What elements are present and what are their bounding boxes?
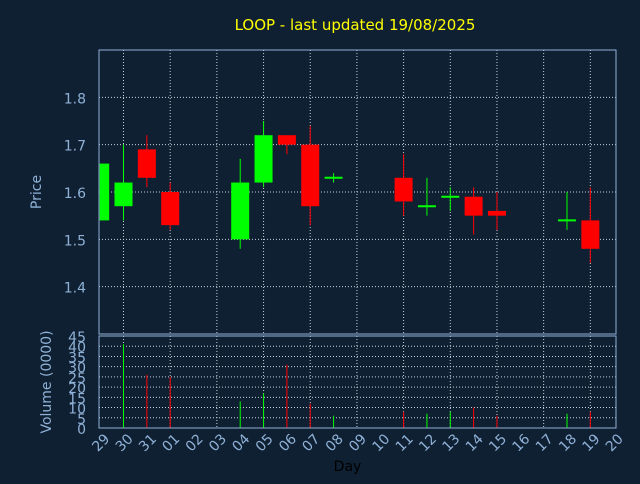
x-tick-label: 02 <box>183 431 207 455</box>
volume-tick-label: 35 <box>68 350 86 366</box>
x-tick-label: 06 <box>276 431 300 455</box>
x-tick-label: 17 <box>533 431 557 455</box>
x-tick-label: 07 <box>299 431 323 455</box>
candle-15 <box>487 192 506 230</box>
x-tick-label: 11 <box>393 431 417 455</box>
candle-body <box>254 135 273 183</box>
volume-axis-label: Volume (0000) <box>39 330 55 433</box>
candle-18 <box>557 192 576 230</box>
candle-body <box>487 210 506 216</box>
volume-panel-frame <box>98 335 617 429</box>
candle-07 <box>301 125 320 226</box>
price-axis-ticks: 1.4 1.5 1.6 1.7 1.8 <box>64 91 86 296</box>
x-tick-label: 12 <box>416 431 440 455</box>
x-tick-label: 16 <box>510 431 534 455</box>
price-tick-label: 1.7 <box>64 139 86 155</box>
x-tick-label: 01 <box>159 431 183 455</box>
candle-01 <box>161 182 180 230</box>
volume-grid <box>99 335 616 429</box>
candle-body <box>137 149 156 178</box>
candle-04 <box>231 158 250 249</box>
x-tick-label: 31 <box>136 431 160 455</box>
x-tick-label: 09 <box>346 431 370 455</box>
candle-05 <box>254 121 273 188</box>
volume-tick-label: 10 <box>68 402 86 418</box>
candle-body <box>581 220 600 249</box>
candle-19 <box>581 187 600 263</box>
candles <box>99 121 600 263</box>
candle-12 <box>417 177 436 216</box>
candle-11 <box>394 154 413 216</box>
candle-body <box>100 163 110 221</box>
candle-body <box>114 182 133 207</box>
price-tick-label: 1.4 <box>64 281 86 297</box>
price-tick-label: 1.6 <box>64 186 86 202</box>
candle-08 <box>324 173 343 183</box>
candle-body <box>277 135 296 145</box>
x-tick-label: 19 <box>580 431 604 455</box>
x-tick-label: 30 <box>113 431 137 455</box>
candle-body <box>394 177 413 202</box>
candle-body <box>301 144 320 207</box>
x-tick-label: 18 <box>556 431 580 455</box>
price-tick-label: 1.5 <box>64 233 86 249</box>
candle-31 <box>137 135 156 188</box>
volume-tick-label: 45 <box>68 330 86 346</box>
candle-30 <box>114 144 133 221</box>
x-tick-label: 14 <box>463 431 487 455</box>
x-axis-label: Day <box>334 459 362 475</box>
candle-06 <box>277 135 296 155</box>
x-tick-label: 15 <box>486 431 510 455</box>
x-tick-label: 20 <box>603 431 627 455</box>
volume-tick-label: 40 <box>68 340 86 356</box>
x-axis-ticks: 29 30 31 01 02 03 04 05 06 07 08 09 10 11 12 13 14 15 16 17… <box>89 431 626 455</box>
candle-13 <box>441 187 460 211</box>
price-axis-label: Price <box>29 175 45 209</box>
x-tick-label: 10 <box>369 431 393 455</box>
candle-14 <box>464 187 483 235</box>
x-tick-label: 03 <box>206 431 230 455</box>
volume-bars <box>123 344 591 428</box>
price-panel-frame <box>98 49 617 335</box>
volume-tick-label: 25 <box>68 371 86 387</box>
candle-body <box>231 182 250 240</box>
volume-tick-label: 0 <box>77 422 86 438</box>
x-tick-label: 08 <box>323 431 347 455</box>
volume-tick-label: 5 <box>77 412 86 428</box>
candle-body <box>464 196 483 216</box>
volume-tick-label: 15 <box>68 391 86 407</box>
x-tick-label: 29 <box>89 431 113 455</box>
price-tick-label: 1.8 <box>64 91 86 107</box>
volume-tick-label: 30 <box>68 361 86 377</box>
x-tick-label: 05 <box>253 431 277 455</box>
candle-29 <box>99 163 110 221</box>
chart-title: LOOP - last updated 19/08/2025 <box>235 16 476 34</box>
x-tick-label: 13 <box>439 431 463 455</box>
x-tick-label: 04 <box>229 431 253 455</box>
candle-body <box>161 192 180 226</box>
volume-tick-label: 20 <box>68 381 86 397</box>
